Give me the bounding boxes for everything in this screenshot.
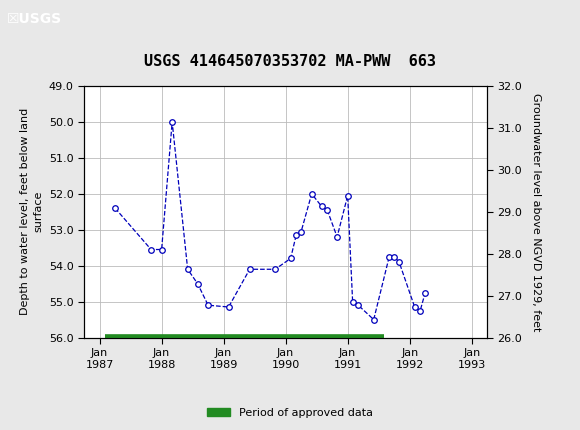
Y-axis label: Groundwater level above NGVD 1929, feet: Groundwater level above NGVD 1929, feet	[531, 92, 541, 331]
Text: ☒USGS: ☒USGS	[7, 12, 62, 26]
Text: USGS 414645070353702 MA-PWW  663: USGS 414645070353702 MA-PWW 663	[144, 54, 436, 69]
Legend: Period of approved data: Period of approved data	[203, 403, 377, 422]
Y-axis label: Depth to water level, feet below land
surface: Depth to water level, feet below land su…	[20, 108, 44, 315]
